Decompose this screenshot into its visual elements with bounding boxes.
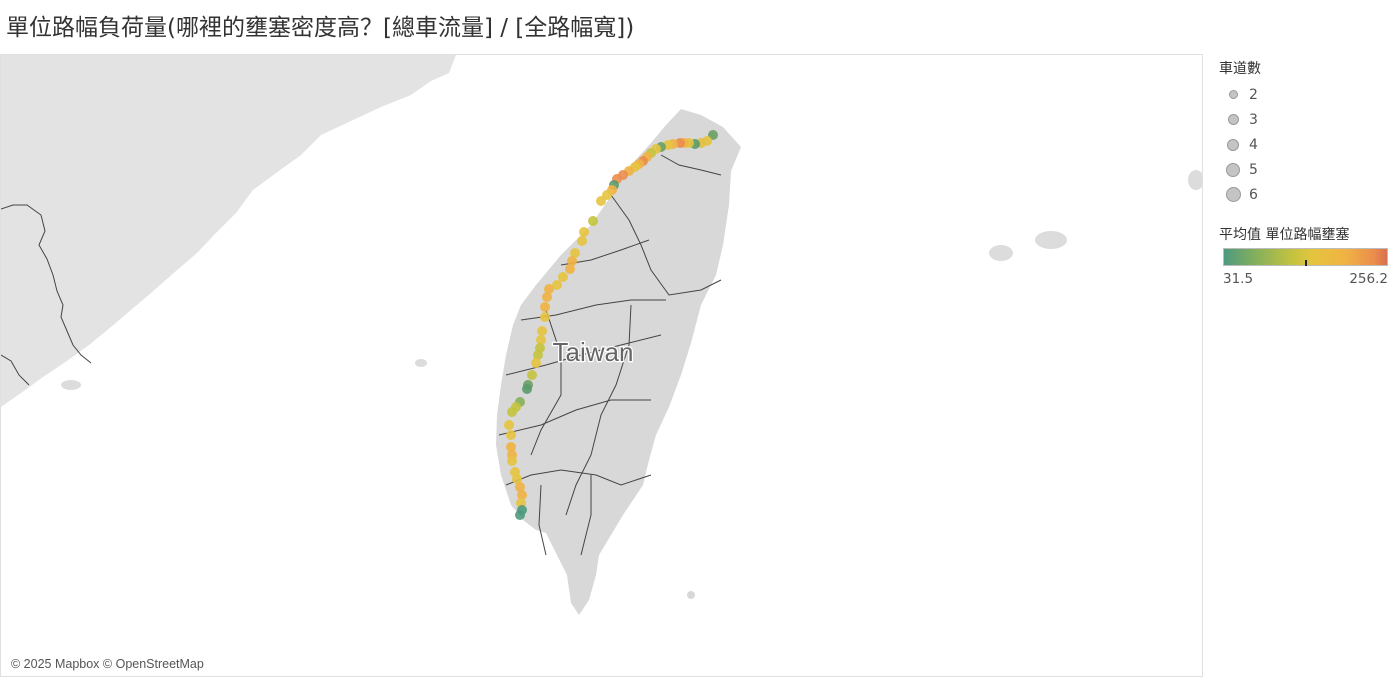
gradient-tick-marker bbox=[1305, 260, 1307, 266]
traffic-point[interactable] bbox=[515, 482, 525, 492]
traffic-point[interactable] bbox=[558, 272, 568, 282]
island bbox=[415, 359, 427, 367]
page-title: 單位路幅負荷量(哪裡的壅塞密度高？[總車流量] / [全路幅寬]) bbox=[6, 15, 635, 41]
islet bbox=[989, 245, 1013, 261]
traffic-points-layer[interactable] bbox=[504, 130, 718, 520]
size-legend-item[interactable]: 2 bbox=[1219, 82, 1391, 107]
county-border bbox=[498, 154, 722, 556]
mainland-border-line bbox=[1, 204, 92, 364]
traffic-point[interactable] bbox=[588, 216, 598, 226]
taiwan-island bbox=[496, 109, 741, 615]
traffic-point[interactable] bbox=[512, 474, 522, 484]
size-dot-icon bbox=[1223, 114, 1243, 125]
traffic-point[interactable] bbox=[507, 407, 517, 417]
traffic-point[interactable] bbox=[506, 430, 516, 440]
traffic-point[interactable] bbox=[570, 248, 580, 258]
traffic-point[interactable] bbox=[536, 335, 546, 345]
color-legend: 平均值 單位路幅壅塞 31.5 256.2 bbox=[1219, 224, 1391, 287]
traffic-point[interactable] bbox=[531, 358, 541, 368]
mainland-border-line-2 bbox=[1, 354, 30, 386]
traffic-point[interactable] bbox=[533, 350, 543, 360]
traffic-point[interactable] bbox=[527, 370, 537, 380]
traffic-point[interactable] bbox=[517, 490, 527, 500]
islet bbox=[1035, 231, 1067, 249]
map-canvas[interactable]: Taiwan bbox=[1, 55, 1203, 677]
traffic-point[interactable] bbox=[542, 292, 552, 302]
traffic-point[interactable] bbox=[567, 256, 577, 266]
size-legend-item[interactable]: 6 bbox=[1219, 182, 1391, 207]
color-gradient-bar[interactable] bbox=[1223, 248, 1388, 266]
traffic-point[interactable] bbox=[506, 442, 516, 452]
traffic-point[interactable] bbox=[552, 280, 562, 290]
legend-panel: 車道數 2 3 4 5 6 平均值 單位路幅壅塞 31.5 256.2 bbox=[1219, 58, 1391, 287]
size-dot-icon bbox=[1223, 138, 1243, 151]
map-view[interactable]: Taiwan © 2025 Mapbox © OpenStreetMap bbox=[0, 54, 1203, 677]
size-legend-item[interactable]: 4 bbox=[1219, 132, 1391, 157]
traffic-point[interactable] bbox=[515, 510, 525, 520]
color-legend-max: 256.2 bbox=[1349, 271, 1388, 287]
traffic-point[interactable] bbox=[540, 302, 550, 312]
traffic-point[interactable] bbox=[565, 264, 575, 274]
island bbox=[61, 380, 81, 390]
islet bbox=[1188, 170, 1202, 190]
traffic-point[interactable] bbox=[537, 326, 547, 336]
color-legend-title: 平均值 單位路幅壅塞 bbox=[1219, 227, 1350, 243]
mainland-landmass bbox=[1, 55, 456, 407]
size-legend-item[interactable]: 5 bbox=[1219, 157, 1391, 182]
size-legend-item[interactable]: 3 bbox=[1219, 107, 1391, 132]
traffic-point[interactable] bbox=[522, 384, 532, 394]
traffic-point[interactable] bbox=[544, 284, 554, 294]
map-attribution[interactable]: © 2025 Mapbox © OpenStreetMap bbox=[6, 656, 209, 672]
size-dot-icon bbox=[1223, 162, 1243, 177]
traffic-point[interactable] bbox=[507, 456, 517, 466]
islet bbox=[687, 591, 695, 599]
size-dot-icon bbox=[1223, 187, 1243, 202]
traffic-point[interactable] bbox=[504, 420, 514, 430]
size-legend-title: 車道數 bbox=[1219, 61, 1261, 77]
traffic-point[interactable] bbox=[579, 227, 589, 237]
traffic-point[interactable] bbox=[596, 196, 606, 206]
size-legend: 2 3 4 5 6 bbox=[1219, 82, 1391, 207]
place-label-taiwan: Taiwan bbox=[553, 337, 634, 367]
color-legend-min: 31.5 bbox=[1223, 271, 1254, 287]
traffic-point[interactable] bbox=[577, 236, 587, 246]
traffic-point[interactable] bbox=[540, 312, 550, 322]
size-dot-icon bbox=[1223, 90, 1243, 99]
